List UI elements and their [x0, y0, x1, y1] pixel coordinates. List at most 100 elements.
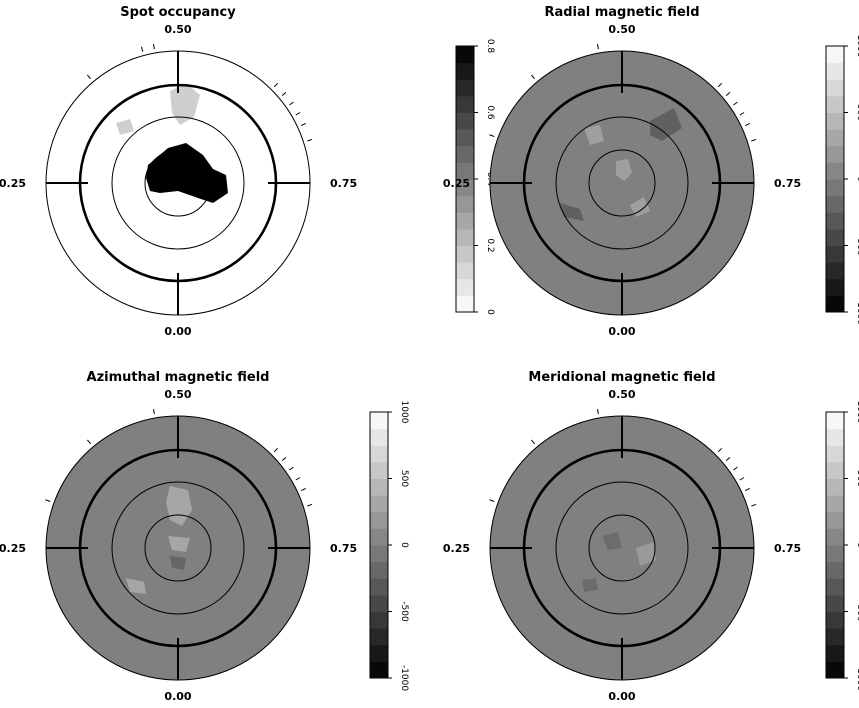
colorbar-step [456, 278, 474, 296]
observation-mark [733, 466, 738, 471]
feature-1 [616, 159, 632, 181]
colorbar-step [826, 478, 844, 496]
latitude-circle [588, 149, 656, 217]
phase-label-right: 0.75 [330, 542, 357, 555]
colorbar-step [826, 62, 844, 80]
colorbar-step [456, 212, 474, 230]
feature-2 [168, 536, 190, 552]
colorbar-step [370, 578, 388, 596]
observation-mark [281, 456, 287, 461]
feature-3 [584, 125, 604, 145]
observation-mark [295, 477, 301, 481]
latitude-circle [111, 481, 245, 615]
observation-mark [597, 44, 599, 50]
colorbar-tick-label: -1000 [855, 299, 859, 325]
colorbar-tick-label: -1000 [399, 665, 409, 691]
colorbar-step [826, 661, 844, 679]
colorbar-step [456, 46, 474, 64]
observation-mark [301, 122, 307, 126]
phase-label-top: 0.50 [608, 388, 635, 401]
observation-mark [597, 409, 599, 415]
colorbar-step [826, 511, 844, 529]
colorbar-step [826, 578, 844, 596]
panel-3: Azimuthal magnetic field 0.50 0.00 0.25 0.75… [0, 370, 409, 703]
phase-label-left: 0.25 [0, 177, 26, 190]
phase-label-top: 0.50 [164, 388, 191, 401]
colorbar-step [826, 79, 844, 97]
colorbar-tick-label: -1000 [855, 665, 859, 691]
colorbar-step [456, 295, 474, 313]
feature-2 [170, 85, 200, 125]
colorbar-step [370, 495, 388, 513]
colorbar-step [826, 545, 844, 563]
observation-mark [489, 134, 495, 137]
observation-mark [86, 74, 91, 80]
colorbar-tick-label: -500 [399, 601, 409, 622]
colorbar-step [370, 461, 388, 479]
panel-4: Meridional magnetic field 0.50 0.00 0.25 0.7… [443, 370, 859, 703]
colorbar-step [456, 129, 474, 147]
phase-label-bottom: 0.00 [608, 690, 635, 703]
observation-mark [289, 466, 294, 471]
colorbar-step [370, 545, 388, 563]
colorbar-step [370, 661, 388, 679]
latitude-circle [144, 149, 212, 217]
observation-mark [530, 439, 535, 445]
colorbar-step [826, 129, 844, 147]
phase-label-bottom: 0.00 [164, 690, 191, 703]
observation-mark [725, 91, 731, 96]
feature-1 [146, 143, 228, 203]
feature-4 [650, 108, 682, 141]
colorbar-step [826, 245, 844, 263]
colorbar-step [456, 79, 474, 97]
observation-mark [45, 499, 51, 502]
panel-title: Radial magnetic field [544, 5, 699, 20]
colorbar-tick-label: 0.2 [485, 238, 495, 252]
observation-mark [751, 138, 757, 142]
feature-3 [126, 578, 146, 594]
colorbar-step [826, 112, 844, 130]
feature-2 [630, 197, 650, 217]
observation-mark [745, 122, 751, 126]
observation-mark [725, 456, 731, 461]
colorbar-step [826, 528, 844, 546]
colorbar-step [370, 445, 388, 463]
colorbar-tick-label: -500 [855, 235, 859, 256]
observation-mark [273, 447, 279, 453]
colorbar-step [456, 162, 474, 180]
colorbar-step [456, 112, 474, 130]
colorbar-step [826, 644, 844, 662]
colorbar-step [826, 195, 844, 213]
observation-mark [751, 503, 757, 507]
feature-1 [636, 542, 656, 566]
colorbar-tick-label: -500 [855, 601, 859, 622]
colorbar-step [370, 644, 388, 662]
colorbar-tick-label: 500 [399, 470, 409, 487]
colorbar-step [370, 511, 388, 529]
colorbar-step [826, 445, 844, 463]
colorbar-step [826, 95, 844, 113]
colorbar-step [826, 295, 844, 313]
colorbar-step [370, 528, 388, 546]
colorbar-step [370, 628, 388, 646]
panel-2: Radial magnetic field 0.50 0.00 0.25 0.75 -10… [443, 5, 859, 338]
latitude-circle [144, 514, 212, 582]
observation-mark [281, 91, 287, 96]
colorbar-step [456, 245, 474, 263]
observation-mark [745, 487, 751, 491]
phase-label-bottom: 0.00 [608, 325, 635, 338]
colorbar-tick-label: 1000 [855, 35, 859, 58]
colorbar-step [456, 145, 474, 163]
colorbar-step [826, 628, 844, 646]
colorbar-step [826, 495, 844, 513]
observation-mark [717, 447, 723, 453]
colorbar-step [826, 412, 844, 430]
phase-label-left: 0.25 [443, 177, 470, 190]
colorbar-step [826, 561, 844, 579]
colorbar-tick-label: 1000 [855, 401, 859, 424]
phase-label-bottom: 0.00 [164, 325, 191, 338]
colorbar-tick-label: 500 [855, 104, 859, 121]
observation-mark [307, 503, 313, 507]
colorbar-step [370, 611, 388, 629]
